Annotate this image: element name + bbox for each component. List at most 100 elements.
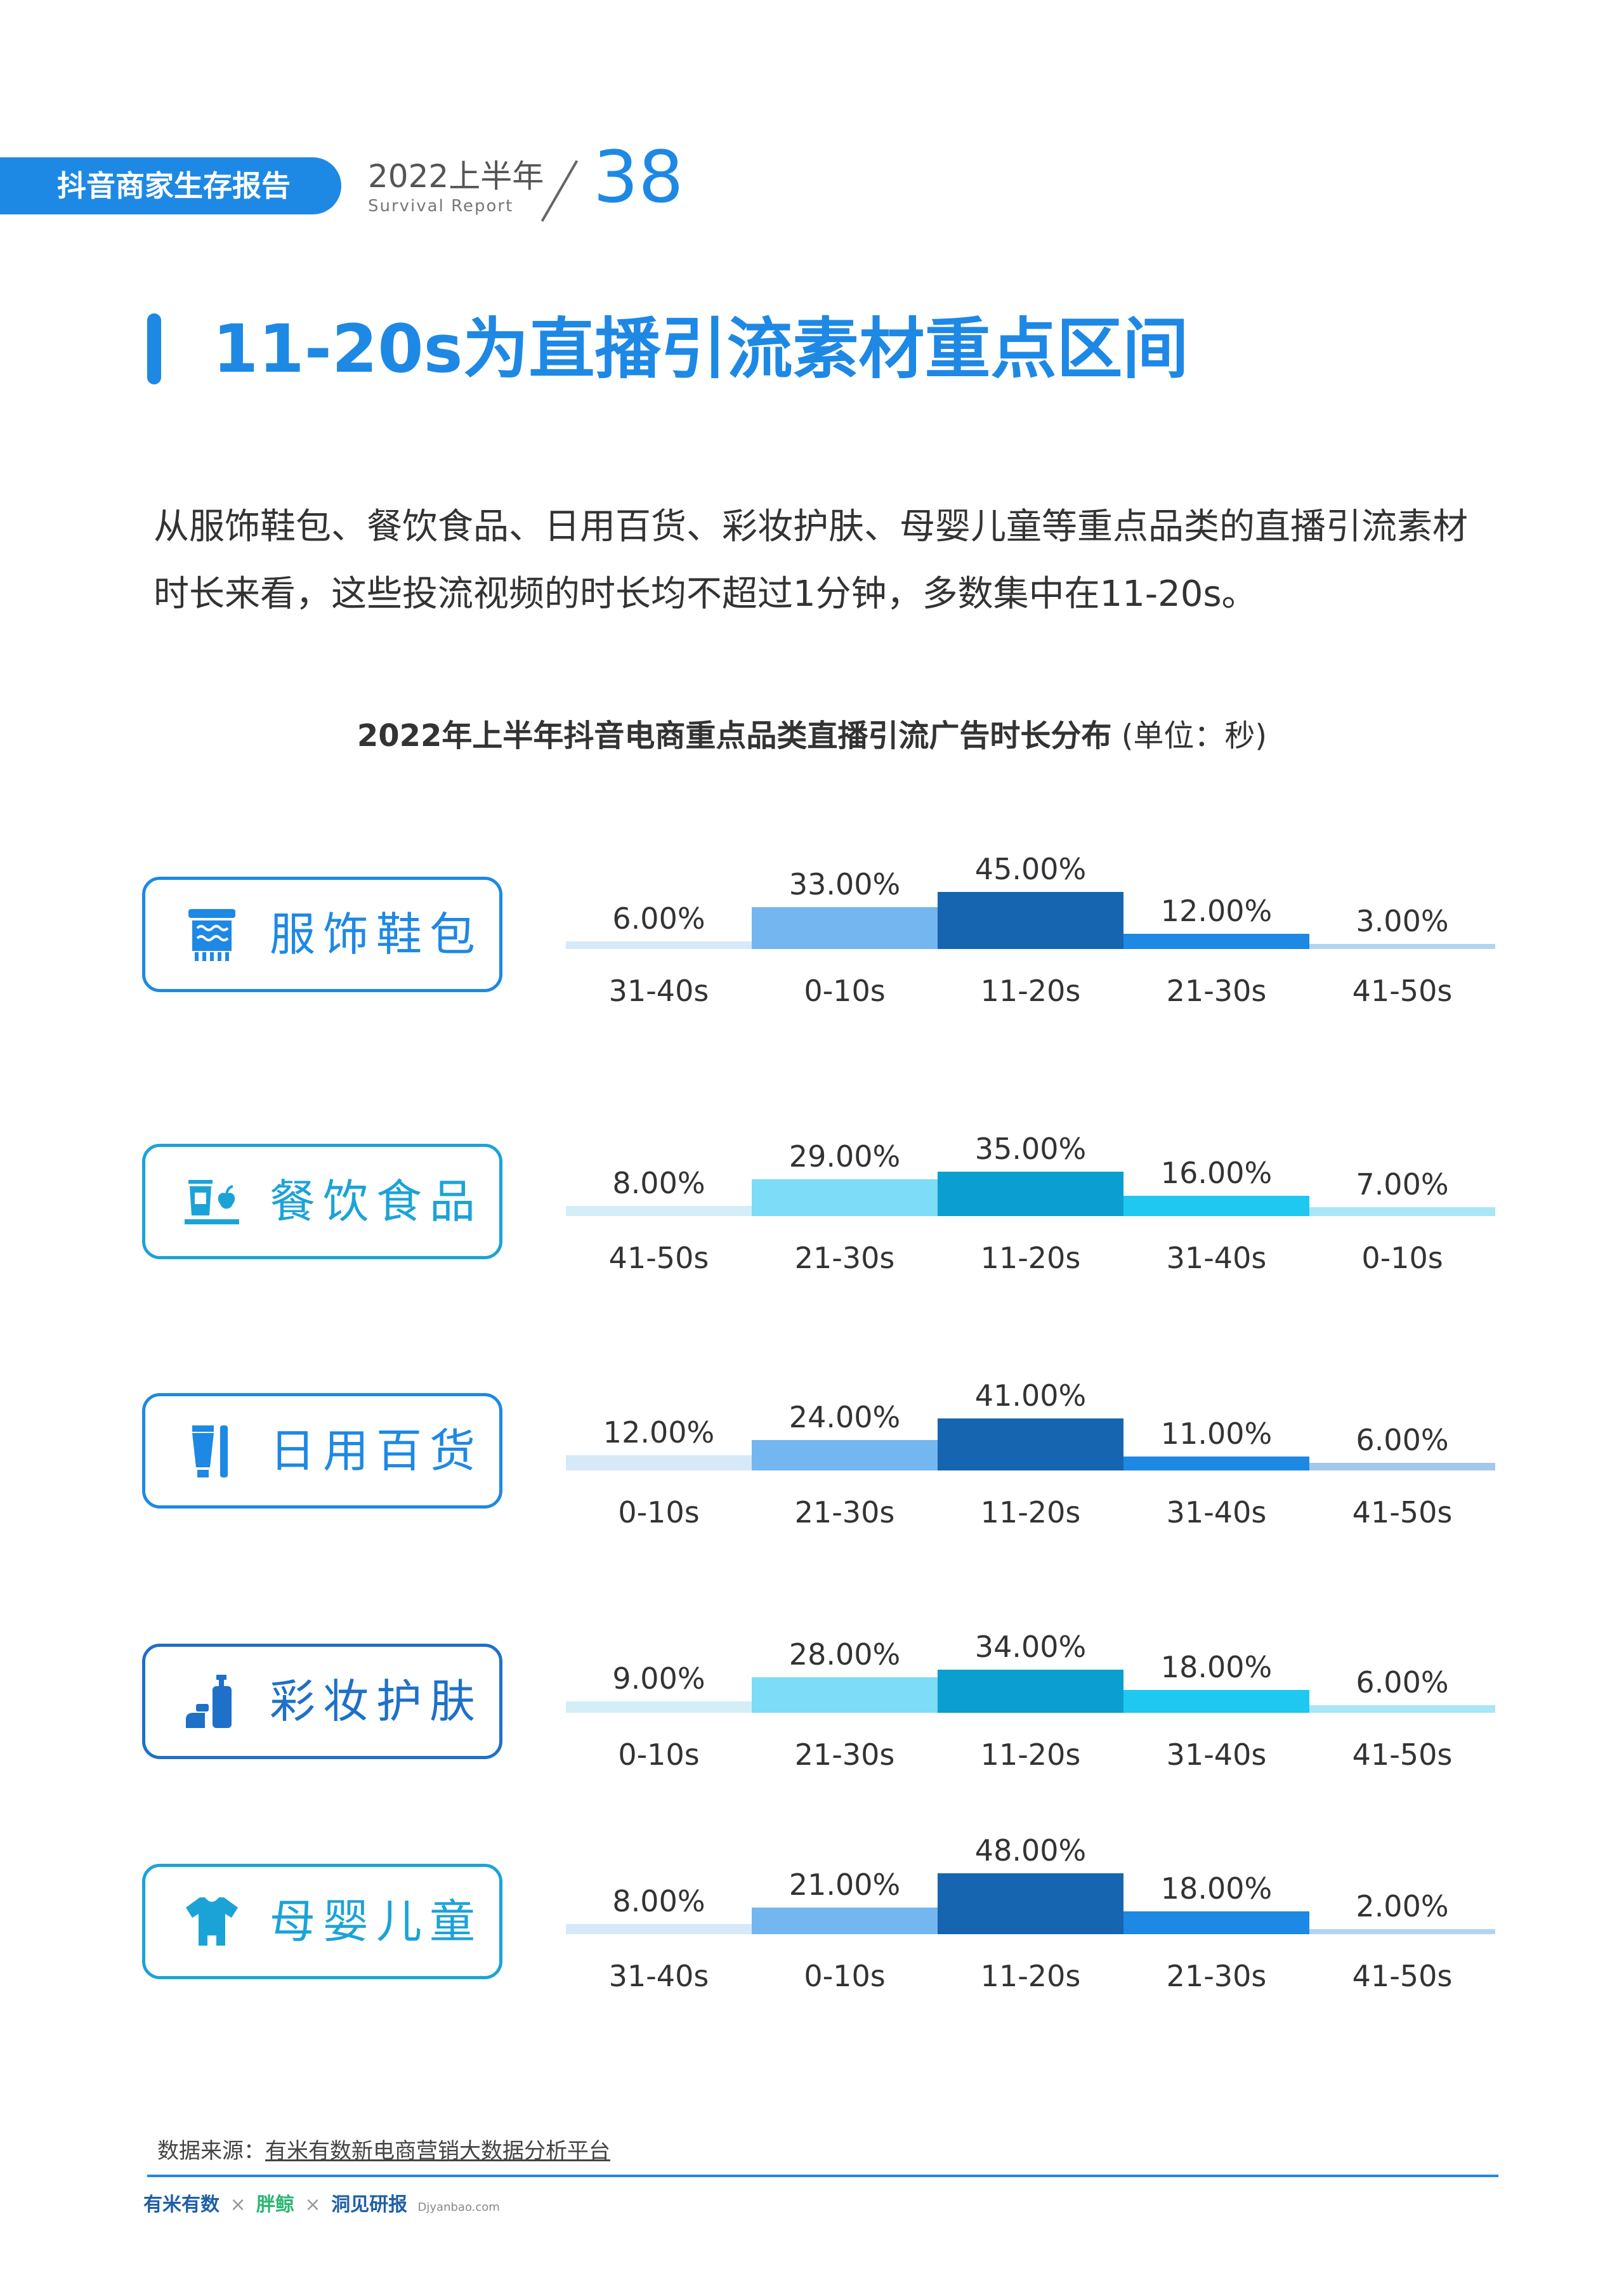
category-box-daily: 日用百货 xyxy=(142,1393,502,1509)
x-tick-label: 31-40s xyxy=(1167,1738,1267,1772)
bar xyxy=(1309,1929,1495,1934)
logo-djyanbao-sub: Djyanbao.com xyxy=(417,2201,500,2214)
bar-chart-1: 8.00% 41-50s 29.00% 21-30s 35.00% 11-20s 16.00… xyxy=(566,1132,1495,1275)
bar xyxy=(1123,934,1309,949)
bar-value-label: 33.00% xyxy=(789,867,900,901)
logo-youmi: 有米有数 xyxy=(143,2194,219,2216)
x-tick-label: 31-40s xyxy=(1167,1495,1267,1529)
bar xyxy=(1123,1457,1309,1470)
intro-paragraph: 从服饰鞋包、餐饮食品、日用百货、彩妆护肤、母婴儿童等重点品类的直播引流素材时长来… xyxy=(154,506,1468,615)
bar-chart-4: 8.00% 31-40s 21.00% 0-10s 48.00% 11-20s 18.00%… xyxy=(566,1833,1495,1993)
x-tick-label: 21-30s xyxy=(795,1495,895,1529)
bar xyxy=(566,1701,752,1713)
x-tick-label: 31-40s xyxy=(1167,1241,1267,1275)
bar-value-label: 6.00% xyxy=(1356,1665,1448,1699)
bar xyxy=(1309,1463,1495,1470)
bar-value-label: 24.00% xyxy=(789,1400,900,1434)
category-label: 日用百货 xyxy=(270,1424,483,1477)
category-box-food: 餐饮食品 xyxy=(142,1144,502,1259)
category-label: 母婴儿童 xyxy=(270,1895,483,1948)
category-box-baby: 母婴儿童 xyxy=(142,1864,502,1979)
bar-value-label: 35.00% xyxy=(975,1132,1086,1166)
x-tick-label: 21-30s xyxy=(795,1241,895,1275)
bar-value-label: 16.00% xyxy=(1161,1156,1272,1190)
footer-divider xyxy=(147,2175,1498,2177)
bar-chart-2: 12.00% 0-10s 24.00% 21-30s 41.00% 11-20s 11.00… xyxy=(566,1378,1495,1529)
bar-value-label: 48.00% xyxy=(975,1833,1086,1868)
x-tick-label: 0-10s xyxy=(618,1738,699,1772)
x-tick-label: 11-20s xyxy=(981,1959,1081,1993)
x-tick-label: 31-40s xyxy=(609,974,709,1008)
bar xyxy=(1123,1911,1309,1934)
bar xyxy=(752,1440,938,1470)
bar xyxy=(752,907,938,949)
bar xyxy=(1309,944,1495,949)
cosmetics-icon xyxy=(186,1675,232,1728)
bar-value-label: 41.00% xyxy=(975,1378,1086,1413)
clothing-icon xyxy=(188,909,235,961)
x-tick-label: 0-10s xyxy=(804,1959,885,1993)
bar-value-label: 34.00% xyxy=(975,1630,1086,1664)
x-tick-label: 11-20s xyxy=(981,1241,1081,1275)
bar-value-label: 18.00% xyxy=(1161,1650,1272,1684)
x-tick-label: 41-50s xyxy=(1352,1959,1453,1993)
bar-value-label: 12.00% xyxy=(603,1415,714,1450)
x-tick-label: 11-20s xyxy=(981,1738,1081,1772)
bar xyxy=(1309,1207,1495,1216)
source-label: 数据来源： xyxy=(157,2138,265,2164)
category-label: 餐饮食品 xyxy=(270,1175,483,1228)
logo-pangjing: 胖鲸 xyxy=(256,2194,295,2216)
toothpaste-icon xyxy=(192,1425,228,1477)
x-tick-label: 11-20s xyxy=(981,974,1081,1008)
report-subtitle: Survival Report xyxy=(368,197,514,216)
chart-unit: (单位：秒) xyxy=(1121,718,1267,754)
page-title: 11-20s为直播引流素材重点区间 xyxy=(213,310,1189,388)
bar-chart-0: 6.00% 31-40s 33.00% 0-10s 45.00% 11-20s 12.00%… xyxy=(566,852,1495,1008)
bar xyxy=(566,1455,752,1470)
x-tick-label: 41-50s xyxy=(1352,974,1453,1008)
bar xyxy=(938,1670,1123,1713)
bar-value-label: 12.00% xyxy=(1161,894,1272,928)
x-tick-label: 0-10s xyxy=(804,974,885,1008)
bar-value-label: 9.00% xyxy=(612,1661,705,1696)
chart-title-text: 2022年上半年抖音电商重点品类直播引流广告时长分布 xyxy=(357,718,1112,754)
bar-value-label: 11.00% xyxy=(1161,1417,1272,1451)
x-tick-label: 11-20s xyxy=(981,1495,1081,1529)
bar-value-label: 28.00% xyxy=(789,1637,900,1672)
bar xyxy=(1123,1196,1309,1216)
report-year: 2022上半年 xyxy=(368,158,544,195)
page-number: 38 xyxy=(593,136,684,219)
bar xyxy=(938,1172,1123,1216)
bar xyxy=(938,1418,1123,1470)
chart-title: 2022年上半年抖音电商重点品类直播引流广告时长分布 (单位：秒) xyxy=(0,710,1624,755)
footer-logos: 有米有数 × 胖鲸 × 洞见研报 Djyanbao.com xyxy=(143,2189,504,2216)
bar-value-label: 45.00% xyxy=(975,852,1086,886)
title-accent-bar xyxy=(147,313,161,384)
bar-chart-3: 9.00% 0-10s 28.00% 21-30s 34.00% 11-20s 18.00%… xyxy=(566,1630,1495,1772)
category-label: 彩妆护肤 xyxy=(270,1675,483,1728)
source-link[interactable]: 有米有数新电商营销大数据分析平台 xyxy=(265,2138,610,2164)
x-tick-label: 21-30s xyxy=(795,1738,895,1772)
bar xyxy=(1123,1690,1309,1713)
logo-separator: × xyxy=(304,2194,321,2216)
data-source: 数据来源：有米有数新电商营销大数据分析平台 xyxy=(157,2133,610,2164)
bar-value-label: 21.00% xyxy=(789,1868,900,1902)
bar-value-label: 18.00% xyxy=(1161,1871,1272,1906)
bar xyxy=(1309,1705,1495,1713)
bar xyxy=(752,1677,938,1713)
bar xyxy=(566,1206,752,1216)
bar-value-label: 8.00% xyxy=(612,1166,705,1200)
x-tick-label: 41-50s xyxy=(1352,1738,1453,1772)
logo-separator: × xyxy=(230,2194,246,2216)
bar xyxy=(938,892,1123,949)
bar-value-label: 8.00% xyxy=(612,1884,705,1918)
x-tick-label: 41-50s xyxy=(609,1241,709,1275)
bar xyxy=(566,1924,752,1934)
bar-value-label: 2.00% xyxy=(1356,1889,1448,1923)
bar-value-label: 7.00% xyxy=(1356,1167,1448,1201)
bar-value-label: 29.00% xyxy=(789,1139,900,1174)
category-label: 服饰鞋包 xyxy=(270,908,483,961)
bar xyxy=(752,1908,938,1934)
bar xyxy=(938,1873,1123,1934)
